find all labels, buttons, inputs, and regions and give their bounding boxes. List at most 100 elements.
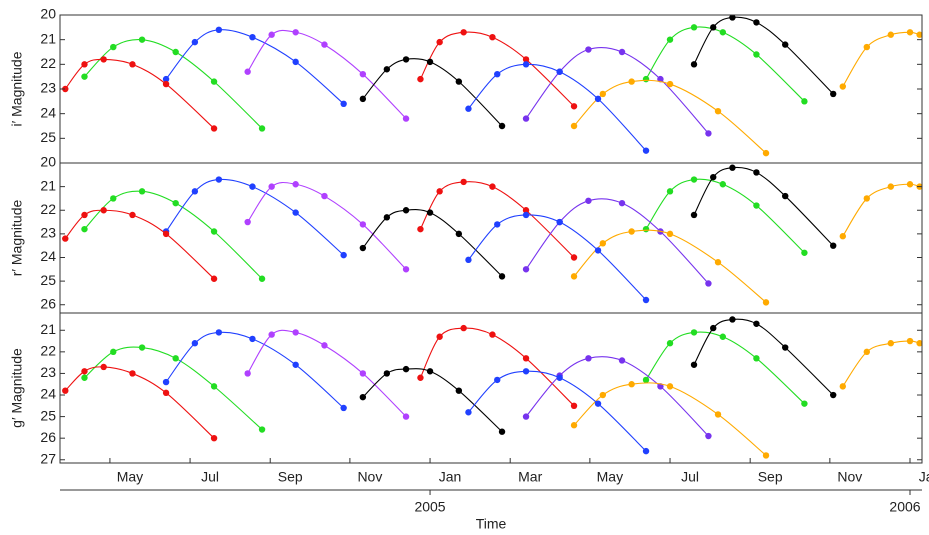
data-point: [690, 24, 698, 31]
data-point: [402, 365, 410, 373]
data-point: [719, 181, 727, 188]
data-point: [249, 34, 256, 41]
data-point: [460, 178, 467, 186]
data-point: [522, 61, 530, 68]
data-point: [863, 43, 871, 51]
data-point: [359, 71, 367, 78]
data-point: [710, 173, 717, 181]
y-tick-label: 22: [40, 55, 56, 71]
y-tick-label: 26: [40, 429, 56, 445]
data-point: [402, 115, 410, 122]
data-point: [690, 211, 698, 219]
data-point: [594, 247, 602, 254]
data-point: [292, 329, 299, 336]
data-point: [383, 214, 391, 221]
data-point: [340, 100, 347, 108]
plot-area: [62, 316, 922, 459]
data-point: [81, 374, 88, 381]
data-point: [162, 389, 170, 397]
data-point: [417, 225, 424, 233]
data-point: [729, 164, 736, 171]
data-point: [887, 340, 895, 347]
data-point: [570, 402, 578, 410]
data-point: [417, 374, 424, 381]
data-point: [599, 240, 607, 247]
data-point: [100, 56, 107, 63]
data-point: [162, 230, 170, 238]
data-point: [162, 80, 170, 88]
data-point: [465, 105, 472, 112]
y-tick-label: 23: [40, 364, 56, 380]
light-curve: [419, 181, 575, 258]
data-point: [690, 61, 698, 68]
data-point: [522, 211, 530, 219]
data-point: [258, 275, 266, 282]
data-point: [81, 211, 88, 219]
data-point: [642, 296, 650, 304]
x-tick-label: May: [117, 469, 143, 485]
light-curve: [573, 79, 767, 154]
data-point: [887, 183, 895, 190]
data-point: [618, 357, 626, 364]
data-point: [110, 43, 117, 51]
data-point: [162, 75, 170, 83]
data-point: [191, 38, 199, 46]
data-point: [292, 361, 299, 368]
data-point: [494, 71, 501, 78]
data-point: [753, 169, 760, 176]
data-point: [81, 368, 88, 375]
data-point: [340, 404, 347, 412]
data-point: [138, 188, 146, 195]
data-point: [906, 29, 914, 36]
panel-frame: [59, 312, 923, 464]
data-point: [210, 78, 218, 85]
data-point: [556, 374, 563, 381]
data-point: [719, 333, 727, 340]
data-point: [191, 188, 199, 195]
data-point: [666, 383, 674, 390]
data-point: [129, 370, 136, 377]
data-point: [830, 391, 837, 399]
data-point: [906, 337, 914, 345]
y-axis-label: i′ Magnitude: [9, 51, 25, 126]
data-point: [628, 228, 635, 235]
data-point: [522, 56, 530, 63]
data-point: [359, 221, 367, 228]
light-curve: [525, 198, 709, 284]
data-point: [570, 422, 578, 429]
y-tick-label: 21: [40, 321, 56, 337]
data-point: [522, 115, 530, 122]
data-point: [556, 68, 563, 75]
light-curve: [842, 183, 920, 237]
data-point: [690, 361, 698, 368]
data-point: [258, 426, 266, 433]
data-point: [714, 411, 722, 418]
data-point: [585, 46, 592, 53]
data-point: [753, 51, 760, 58]
data-point: [839, 83, 847, 90]
data-point: [321, 41, 328, 48]
data-point: [321, 192, 328, 200]
light-curve: [525, 356, 709, 437]
data-point: [460, 29, 467, 36]
data-point: [268, 331, 275, 338]
data-point: [210, 125, 218, 132]
data-point: [887, 31, 895, 38]
data-point: [570, 122, 578, 130]
data-point: [666, 340, 674, 347]
x-tick-label: Nov: [837, 469, 862, 485]
plot-area: [62, 164, 922, 306]
data-point: [498, 273, 506, 280]
data-point: [268, 183, 275, 190]
data-point: [436, 188, 443, 195]
data-point: [244, 218, 251, 226]
data-point: [594, 400, 602, 407]
data-point: [714, 259, 722, 266]
data-point: [249, 335, 256, 343]
light-curve: [842, 340, 920, 387]
data-point: [402, 56, 410, 63]
data-point: [494, 376, 501, 384]
data-point: [753, 202, 760, 209]
data-point: [628, 381, 635, 388]
data-point: [81, 225, 88, 233]
